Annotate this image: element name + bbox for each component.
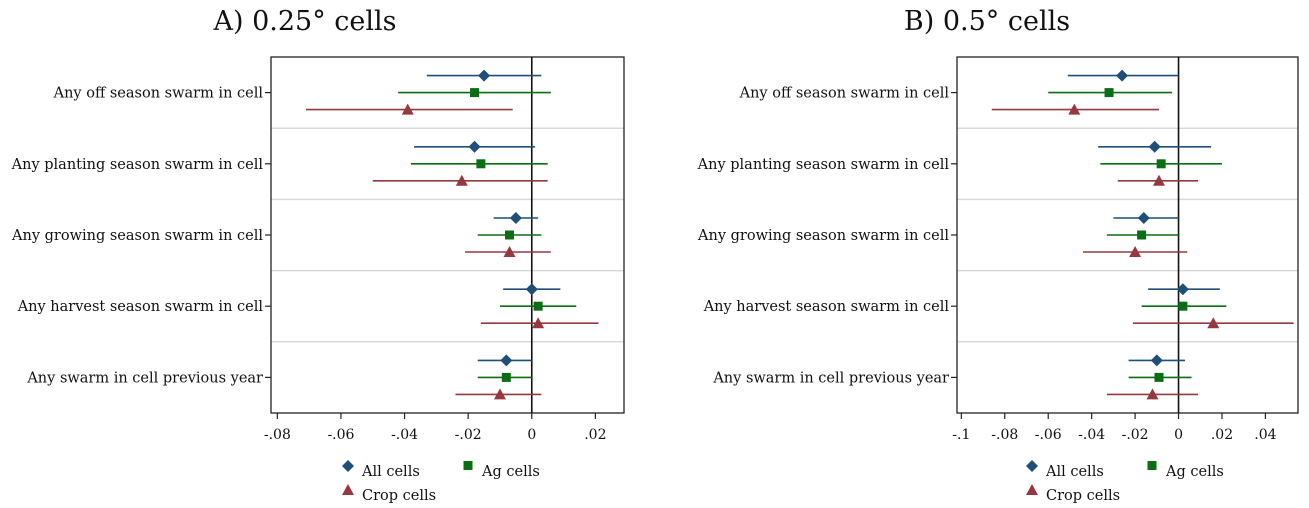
point-estimate-square xyxy=(501,372,511,382)
x-tick-label: -.04 xyxy=(391,427,418,443)
category-label: Any planting season swarm in cell xyxy=(11,157,264,173)
x-tick-label: -.06 xyxy=(327,427,354,443)
x-tick-label: -.1 xyxy=(952,427,970,443)
point-estimate-triangle xyxy=(493,388,506,400)
category-label: Any growing season swarm in cell xyxy=(697,228,949,244)
legend-label: All cells xyxy=(1045,464,1104,480)
legend-triangle-icon xyxy=(342,484,354,495)
category-label: Any harvest season swarm in cell xyxy=(17,299,264,315)
point-estimate-diamond xyxy=(478,69,491,82)
point-estimate-triangle xyxy=(1129,246,1142,257)
point-estimate-triangle xyxy=(455,174,468,186)
x-tick-label: -.02 xyxy=(1122,427,1149,443)
point-estimate-triangle xyxy=(1207,317,1220,329)
chart-title: B) 0.5° cells xyxy=(904,6,1070,37)
point-estimate-diamond xyxy=(468,140,481,153)
x-tick-label: 0 xyxy=(527,427,536,443)
point-estimate-triangle xyxy=(1152,174,1165,186)
legend-triangle-icon xyxy=(1026,484,1038,495)
point-estimate-triangle xyxy=(503,246,516,257)
point-estimate-diamond xyxy=(1148,140,1161,153)
legend-label: Crop cells xyxy=(1046,488,1120,504)
point-estimate-triangle xyxy=(532,317,545,329)
category-label: Any swarm in cell previous year xyxy=(26,370,263,386)
plot-frame xyxy=(270,56,625,414)
chart-title: A) 0.25° cells xyxy=(212,6,396,37)
legend-square-icon xyxy=(463,461,473,470)
legend-square-icon xyxy=(1147,461,1157,470)
point-estimate-diamond xyxy=(500,354,513,367)
x-tick-label: .04 xyxy=(1254,427,1276,443)
point-estimate-square xyxy=(1137,230,1147,240)
point-estimate-square xyxy=(1156,159,1166,169)
panel-a: A) 0.25° cells -.08 -.06 -.04 -.02 0 .02 Any of… xyxy=(11,6,625,504)
x-tick-label: -.04 xyxy=(1078,427,1105,443)
legend-label: Ag cells xyxy=(481,464,540,480)
point-estimate-square xyxy=(1154,372,1164,382)
point-estimate-diamond xyxy=(1176,283,1189,296)
category-label: Any harvest season swarm in cell xyxy=(703,299,950,315)
legend-diamond-icon xyxy=(1026,460,1038,472)
category-label: Any growing season swarm in cell xyxy=(11,228,263,244)
point-estimate-square xyxy=(1104,88,1114,98)
point-estimate-diamond xyxy=(525,283,538,296)
category-label: Any off season swarm in cell xyxy=(739,86,950,102)
point-estimate-triangle xyxy=(1146,388,1159,400)
x-tick-label: .02 xyxy=(1211,427,1233,443)
legend-label: Crop cells xyxy=(362,488,436,504)
x-tick-label: 0 xyxy=(1174,427,1183,443)
x-tick-label: -.06 xyxy=(1035,427,1062,443)
point-estimate-square xyxy=(476,159,486,169)
point-estimate-diamond xyxy=(1150,354,1163,367)
x-tick-label: -.08 xyxy=(264,427,291,443)
x-tick-label: -.02 xyxy=(455,427,482,443)
legend-label: All cells xyxy=(361,464,420,480)
category-label: Any swarm in cell previous year xyxy=(712,370,949,386)
x-tick-label: -.08 xyxy=(991,427,1018,443)
legend-label: Ag cells xyxy=(1165,464,1224,480)
point-estimate-diamond xyxy=(509,212,522,224)
panel-b: B) 0.5° cells -.1 -.08 -.06 -.04 -.02 0 .02 .04 A… xyxy=(697,6,1299,504)
point-estimate-square xyxy=(470,88,480,98)
point-estimate-square xyxy=(533,301,543,311)
category-label: Any off season swarm in cell xyxy=(53,86,264,102)
x-tick-label: .02 xyxy=(584,427,606,443)
point-estimate-triangle xyxy=(1068,103,1081,115)
point-estimate-square xyxy=(505,230,515,240)
legend-diamond-icon xyxy=(342,460,354,472)
point-estimate-diamond xyxy=(1137,212,1150,224)
point-estimate-square xyxy=(1178,301,1188,311)
point-estimate-triangle xyxy=(401,103,414,115)
point-estimate-diamond xyxy=(1116,69,1129,82)
category-label: Any planting season swarm in cell xyxy=(697,157,950,173)
